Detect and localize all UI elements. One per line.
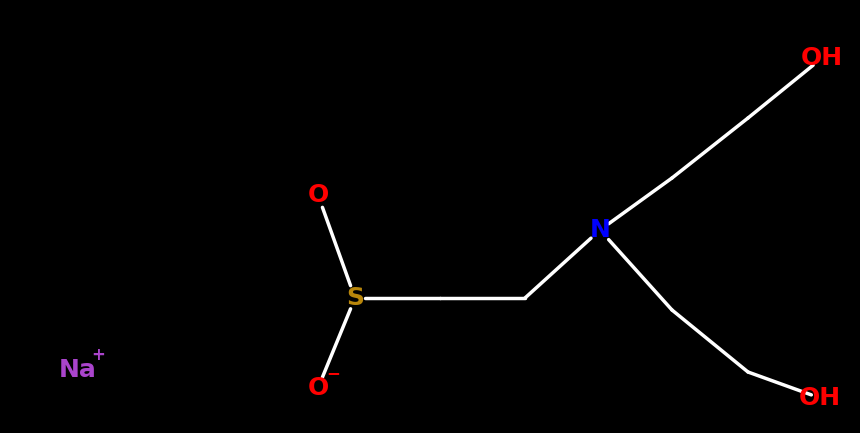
Text: Na: Na — [59, 358, 97, 382]
Text: O: O — [307, 183, 329, 207]
Text: O: O — [307, 376, 329, 400]
Text: N: N — [590, 218, 611, 242]
Text: +: + — [92, 346, 106, 364]
Text: OH: OH — [799, 386, 841, 410]
Text: −: − — [327, 364, 341, 382]
Text: S: S — [346, 286, 364, 310]
Text: OH: OH — [801, 46, 843, 70]
